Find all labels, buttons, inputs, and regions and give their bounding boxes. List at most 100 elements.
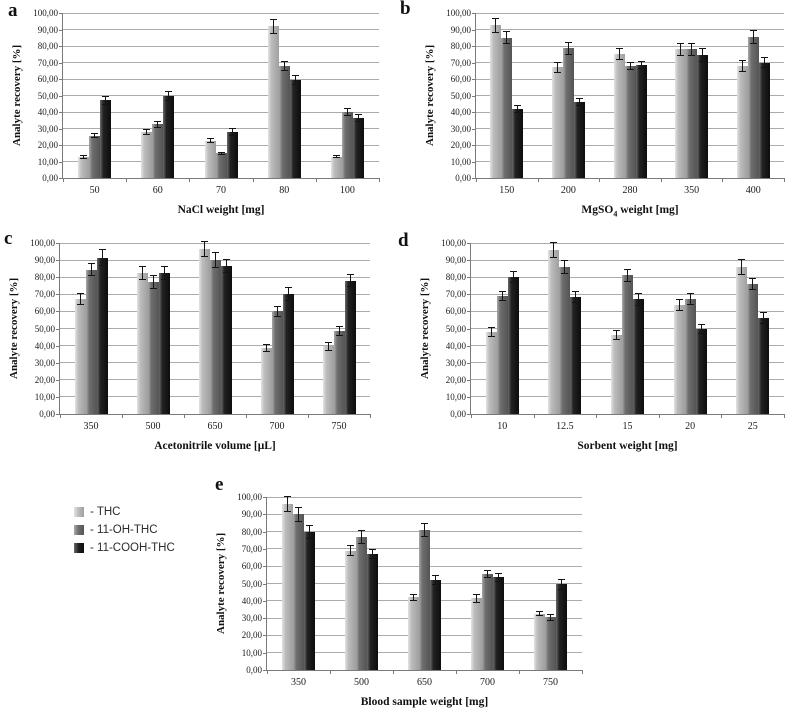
error-bar-cap-bottom [280,69,288,71]
error-bar-cap-top [76,292,84,294]
error-bar-cap-top [677,42,685,44]
bar-11-COOH-THC [220,266,232,414]
x-tick [534,414,535,418]
y-tick-label: 20,00 [445,374,466,385]
error-bar-line [83,155,85,160]
error-bar-line [346,107,348,117]
y-tick-label: 40,00 [37,107,58,117]
bar-THC [490,25,502,178]
error-bar [697,324,705,335]
error-bar-cap-top [624,268,631,270]
error-bar [358,529,365,544]
error-bar-cap-top [80,155,88,157]
y-tick [59,13,62,14]
y-tick [56,260,59,262]
error-bar-line [424,522,425,537]
plot-area-c [59,241,370,415]
y-tick [263,497,266,498]
gridline [63,29,379,30]
x-axis-title-c: Acetonitrile volume [μL] [154,440,276,452]
y-tick [263,548,266,550]
error-bar-cap-bottom [749,42,757,44]
y-tick [56,311,59,313]
y-tick-label: 100,00 [30,238,55,248]
bar-THC [611,335,622,414]
legend-label-11-cooh-thc: - 11-COOH-THC [90,542,175,554]
y-tick [263,583,266,585]
error-bar-cap-top [675,299,683,301]
error-bar-line [556,61,558,74]
error-bar-cap-top [295,506,302,508]
bar-11-OH-THC [684,298,696,414]
x-axis-title-a: NaCl weight [mg] [177,204,265,216]
y-tick-label: 20,00 [34,374,55,385]
error-bar [572,290,580,303]
error-bar-line [298,506,299,523]
bar-11-COOH-THC [758,62,770,178]
error-bar-line [627,268,628,283]
bar-THC [136,272,148,414]
bar-THC [141,131,153,178]
error-bar [749,30,757,44]
subscript: 4 [613,209,618,219]
y-tick-label: 90,00 [241,509,262,520]
x-axis-line [62,178,379,179]
x-category-label: 500 [354,677,369,688]
error-bar-line [372,548,373,560]
error-bar-line [335,154,337,159]
x-tick [379,178,380,182]
y-tick [59,112,62,113]
error-bar-cap-bottom [91,137,99,139]
legend-item-thc: - THC [74,503,175,521]
x-tick [308,414,309,418]
legend-swatch-thc [74,507,84,517]
y-axis-line [266,497,267,670]
error-bar-line [498,573,499,582]
error-bar-cap-bottom [637,68,645,70]
y-tick [467,414,470,415]
y-tick [56,362,59,364]
error-bar-cap-top [514,104,522,106]
error-bar [200,241,208,257]
x-axis-line [470,414,784,415]
x-category-label: 500 [145,421,161,432]
bar-11-OH-THC [293,514,304,670]
error-bar-cap-top [503,31,511,33]
y-tick [263,652,266,654]
bar-THC [675,49,687,178]
x-category-label: 150 [499,185,515,196]
y-tick-label: 0,00 [450,409,466,419]
x-category-label: 350 [291,677,306,688]
y-tick-label: 0,00 [455,173,471,183]
error-bar-line [349,273,351,288]
error-bar-cap-top [637,60,645,62]
y-tick-label: 40,00 [445,340,466,351]
error-bar [564,41,572,56]
error-bar-line [702,48,704,62]
gridline [476,12,784,14]
bar-11-COOH-THC [697,55,709,178]
x-tick [330,670,331,674]
error-bar-cap-bottom [76,303,84,305]
error-bar-cap-top [492,17,500,19]
y-tick-label: 70,00 [34,289,55,300]
error-bar-cap-top [699,48,707,50]
error-bar-line [553,242,555,258]
x-tick [393,670,394,674]
y-tick-label: 30,00 [34,357,55,368]
x-category-label: 650 [207,421,223,432]
error-bar [410,593,417,601]
error-bar-cap-bottom [211,266,219,268]
bar-THC [74,298,86,414]
y-tick-label: 60,00 [37,74,58,84]
y-tick [59,79,62,80]
x-axis-line [475,178,784,179]
error-bar [495,573,502,582]
x-tick [60,414,61,418]
error-bar-cap-top [354,113,362,115]
error-bar-line [163,266,165,280]
error-bar [335,325,343,337]
y-tick-label: 80,00 [34,272,55,283]
gridline [63,111,379,113]
